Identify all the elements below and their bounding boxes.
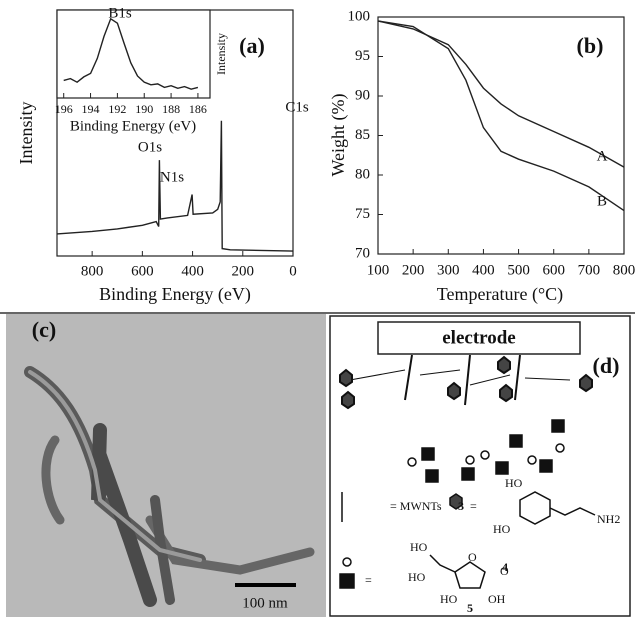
x-tick-label: 100 bbox=[367, 262, 390, 278]
y-tick-label: 70 bbox=[355, 245, 370, 261]
y-axis-label: Weight (%) bbox=[328, 93, 349, 176]
series-label: B bbox=[597, 193, 607, 209]
compound-number: 4 bbox=[502, 560, 508, 574]
x-tick-label: 194 bbox=[82, 102, 100, 116]
mwnt-legend: = MWNTs bbox=[390, 499, 442, 513]
compound-number: 3 bbox=[458, 499, 464, 513]
equals: = bbox=[470, 499, 477, 513]
panel-label: (d) bbox=[593, 353, 620, 378]
panel-label: (a) bbox=[239, 33, 265, 58]
x-tick-label: 0 bbox=[289, 263, 297, 279]
atom: HO bbox=[408, 570, 426, 584]
compound-number: 5 bbox=[467, 601, 473, 615]
x-tick-label: 186 bbox=[189, 102, 207, 116]
atom: NH2 bbox=[597, 512, 620, 526]
x-tick-label: 500 bbox=[507, 262, 530, 278]
data-line bbox=[63, 17, 199, 90]
x-tick-label: 190 bbox=[135, 102, 153, 116]
x-tick-label: 300 bbox=[437, 262, 460, 278]
x-tick-label: 192 bbox=[108, 102, 126, 116]
atom: O bbox=[500, 564, 509, 578]
x-tick-label: 800 bbox=[613, 262, 635, 278]
structures bbox=[339, 491, 596, 589]
series-label: A bbox=[597, 148, 608, 164]
x-axis-label: Binding Energy (eV) bbox=[99, 284, 251, 305]
atom: O bbox=[468, 550, 477, 564]
x-tick-label: 188 bbox=[162, 102, 180, 116]
x-tick-label: 800 bbox=[81, 263, 104, 279]
x-tick-label: 600 bbox=[131, 263, 154, 279]
atom: HO bbox=[440, 592, 458, 606]
panel-label: (c) bbox=[32, 317, 56, 342]
panel-label: (b) bbox=[577, 33, 604, 58]
peak-label: O1s bbox=[138, 139, 162, 155]
peak-label: N1s bbox=[160, 169, 184, 185]
y-tick-label: 90 bbox=[355, 87, 370, 103]
x-axis-label: Temperature (°C) bbox=[437, 284, 563, 305]
y-tick-label: 95 bbox=[355, 48, 370, 64]
x-tick-label: 700 bbox=[578, 262, 601, 278]
x-tick-label: 400 bbox=[181, 263, 204, 279]
atom: HO bbox=[493, 522, 511, 536]
peak-label: C1s bbox=[285, 99, 309, 115]
scheme-frame bbox=[329, 315, 631, 617]
equals: = bbox=[365, 573, 372, 587]
plot-frame bbox=[377, 16, 625, 255]
y-axis-label: Intensity bbox=[16, 102, 36, 165]
y-axis-label: Intensity bbox=[214, 33, 228, 75]
nanotubes bbox=[24, 366, 315, 607]
x-axis-label: Binding Energy (eV) bbox=[70, 118, 196, 134]
y-tick-label: 85 bbox=[355, 127, 370, 143]
x-tick-label: 196 bbox=[55, 102, 73, 116]
y-tick-label: 100 bbox=[348, 8, 371, 24]
free-molecules bbox=[407, 419, 565, 483]
x-tick-label: 400 bbox=[472, 262, 495, 278]
x-tick-label: 200 bbox=[402, 262, 425, 278]
electrode-label: electrode bbox=[442, 327, 516, 348]
peak-label: B1s bbox=[108, 5, 132, 21]
modified-nanotubes bbox=[339, 354, 593, 410]
plot-frame bbox=[56, 9, 211, 99]
atom: OH bbox=[488, 592, 506, 606]
x-tick-label: 200 bbox=[232, 263, 255, 279]
atom: HO bbox=[410, 540, 428, 554]
y-tick-label: 75 bbox=[355, 206, 370, 222]
data-line bbox=[56, 120, 294, 252]
x-tick-label: 600 bbox=[542, 262, 565, 278]
scale-bar-label: 100 nm bbox=[242, 595, 288, 611]
y-tick-label: 80 bbox=[355, 166, 370, 182]
electrode-box bbox=[377, 321, 581, 355]
atom: HO bbox=[505, 476, 523, 490]
data-line bbox=[377, 20, 625, 212]
